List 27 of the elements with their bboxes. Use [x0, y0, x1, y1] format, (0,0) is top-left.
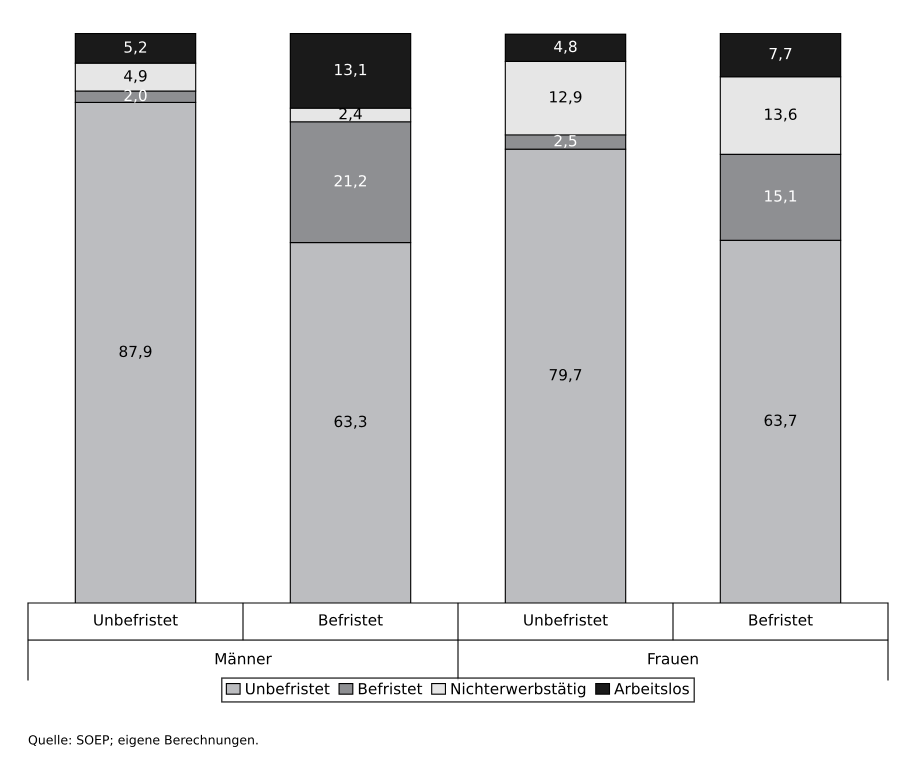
data-label: 63,3 [334, 416, 366, 429]
data-label: 2,5 [554, 134, 576, 148]
text: Frauen [648, 653, 698, 664]
text: Männer [216, 652, 272, 664]
data-label: 4,9 [124, 70, 147, 84]
data-label: 79,7 [550, 368, 582, 382]
data-label: 63,7 [764, 414, 796, 428]
x-tick-label: Befristet [749, 614, 813, 626]
data-label: 12,9 [550, 91, 582, 104]
legend-label: Arbeitslos [614, 682, 689, 694]
legend-label: Nichterwerbstätig [452, 682, 586, 698]
data-label: 7,7 [770, 48, 792, 61]
data-label: 2,0 [124, 90, 147, 103]
data-label: 15,1 [765, 190, 796, 204]
x-tick-label: Unbefristet [524, 614, 608, 626]
legend-label: Befristet [358, 682, 422, 694]
x-tick-label: Unbefristet [94, 614, 178, 626]
data-label: 4,8 [554, 40, 577, 54]
data-label: 21,2 [334, 175, 366, 188]
data-label: 5,2 [124, 41, 146, 54]
x-tick-label: Befristet [319, 614, 383, 626]
data-label: 13,1 [335, 64, 366, 77]
data-label: 13,6 [765, 108, 797, 122]
legend-label: Unbefristet [246, 682, 330, 694]
source-note: Quelle: SOEP; eigene Berechnungen. [28, 734, 258, 747]
data-label: 2,4 [339, 108, 362, 121]
data-label: 87,9 [120, 346, 152, 359]
